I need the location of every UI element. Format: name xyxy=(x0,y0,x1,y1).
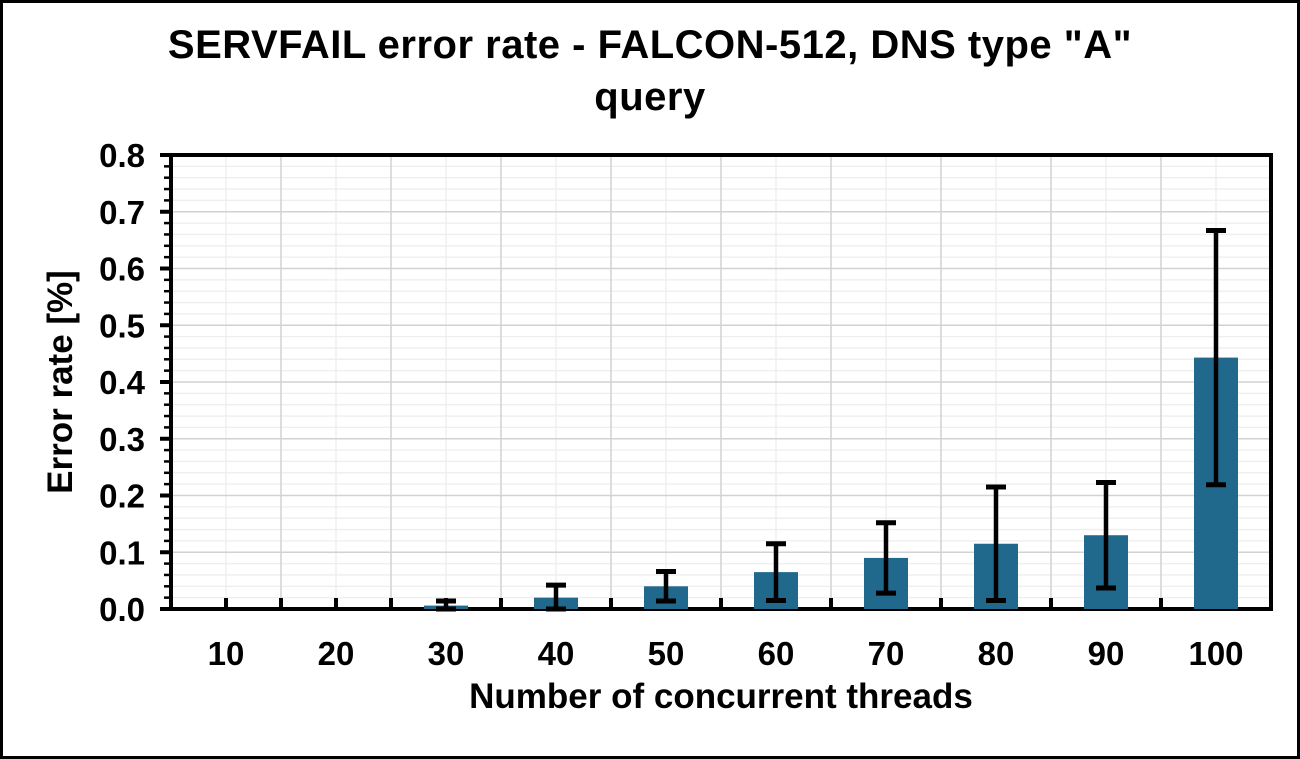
y-tick-label: 0.5 xyxy=(99,307,145,344)
x-tick-label: 50 xyxy=(648,635,685,672)
x-tick-label: 40 xyxy=(538,635,575,672)
x-tick-label: 20 xyxy=(318,635,355,672)
y-tick-label: 0.8 xyxy=(99,137,145,174)
x-axis-title: Number of concurrent threads xyxy=(469,677,973,716)
y-tick-label: 0.6 xyxy=(99,251,145,288)
y-tick-label: 0.3 xyxy=(99,421,145,458)
x-tick-label: 80 xyxy=(978,635,1015,672)
y-tick-label: 0.4 xyxy=(99,364,146,401)
y-tick-label: 0.7 xyxy=(99,194,145,231)
x-tick-label: 100 xyxy=(1188,635,1243,672)
x-tick-label: 60 xyxy=(758,635,795,672)
x-tick-label: 10 xyxy=(208,635,245,672)
y-tick-label: 0.2 xyxy=(99,478,145,515)
y-tick-label: 0.0 xyxy=(99,591,145,628)
chart-title: SERVFAIL error rate - FALCON-512, DNS ty… xyxy=(3,19,1297,123)
plot-area: 0.0 0.1 0.2 0.3 0.4 0.5 0.6 0.7 0.8 10 20 30 40 50 60 7… xyxy=(99,137,1273,672)
y-tick-label: 0.1 xyxy=(99,534,145,571)
chart-title-line-1: SERVFAIL error rate - FALCON-512, DNS ty… xyxy=(167,23,1133,67)
x-tick-label: 90 xyxy=(1088,635,1125,672)
x-tick-label: 30 xyxy=(428,635,465,672)
x-tick-label: 70 xyxy=(868,635,905,672)
plot-frame xyxy=(169,153,1273,611)
chart-title-line-2: query xyxy=(594,75,706,119)
